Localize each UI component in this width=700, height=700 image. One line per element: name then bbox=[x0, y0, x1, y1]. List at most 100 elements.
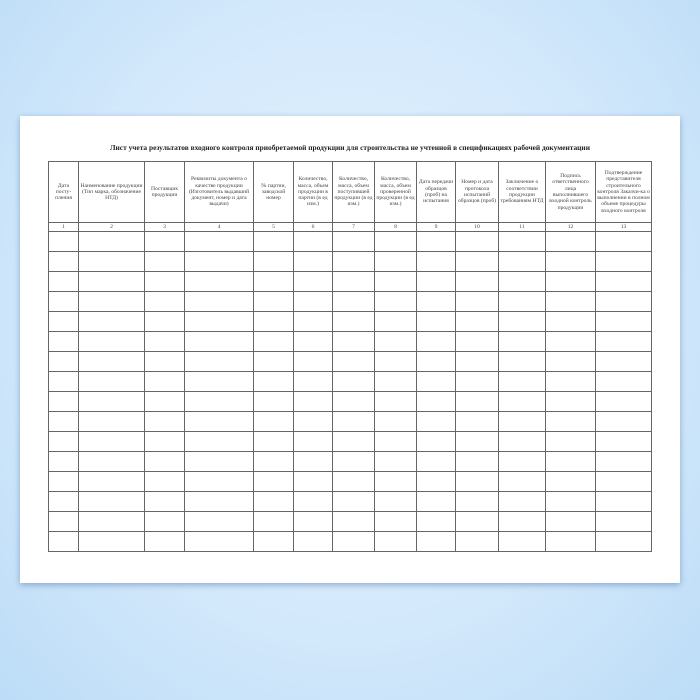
table-cell[interactable] bbox=[332, 291, 375, 312]
table-cell[interactable] bbox=[545, 431, 596, 452]
table-cell[interactable] bbox=[498, 451, 546, 472]
table-cell[interactable] bbox=[455, 291, 499, 312]
table-cell[interactable] bbox=[48, 411, 79, 432]
table-cell[interactable] bbox=[498, 431, 546, 452]
table-cell[interactable] bbox=[48, 531, 79, 552]
table-cell[interactable] bbox=[253, 311, 294, 332]
table-cell[interactable] bbox=[498, 511, 546, 532]
table-cell[interactable] bbox=[293, 291, 333, 312]
table-cell[interactable] bbox=[332, 451, 375, 472]
table-cell[interactable] bbox=[332, 331, 375, 352]
table-cell[interactable] bbox=[184, 351, 254, 372]
table-cell[interactable] bbox=[293, 271, 333, 292]
table-cell[interactable] bbox=[455, 371, 499, 392]
table-cell[interactable] bbox=[498, 351, 546, 372]
table-cell[interactable] bbox=[144, 331, 185, 352]
table-cell[interactable] bbox=[144, 431, 185, 452]
table-cell[interactable] bbox=[78, 391, 145, 412]
table-cell[interactable] bbox=[416, 391, 456, 412]
table-cell[interactable] bbox=[416, 471, 456, 492]
table-cell[interactable] bbox=[498, 411, 546, 432]
table-cell[interactable] bbox=[455, 531, 499, 552]
table-cell[interactable] bbox=[48, 271, 79, 292]
table-cell[interactable] bbox=[332, 351, 375, 372]
table-cell[interactable] bbox=[332, 231, 375, 252]
table-cell[interactable] bbox=[332, 371, 375, 392]
table-cell[interactable] bbox=[595, 391, 652, 412]
table-cell[interactable] bbox=[78, 471, 145, 492]
table-cell[interactable] bbox=[545, 411, 596, 432]
table-cell[interactable] bbox=[498, 491, 546, 512]
table-cell[interactable] bbox=[595, 231, 652, 252]
table-cell[interactable] bbox=[48, 431, 79, 452]
table-cell[interactable] bbox=[416, 371, 456, 392]
table-cell[interactable] bbox=[144, 491, 185, 512]
table-cell[interactable] bbox=[498, 331, 546, 352]
table-cell[interactable] bbox=[545, 231, 596, 252]
table-cell[interactable] bbox=[545, 471, 596, 492]
table-cell[interactable] bbox=[293, 511, 333, 532]
table-cell[interactable] bbox=[144, 371, 185, 392]
table-cell[interactable] bbox=[595, 291, 652, 312]
table-cell[interactable] bbox=[332, 311, 375, 332]
table-cell[interactable] bbox=[78, 371, 145, 392]
table-cell[interactable] bbox=[416, 271, 456, 292]
table-cell[interactable] bbox=[374, 331, 417, 352]
table-cell[interactable] bbox=[374, 411, 417, 432]
table-cell[interactable] bbox=[595, 431, 652, 452]
table-cell[interactable] bbox=[78, 271, 145, 292]
table-cell[interactable] bbox=[293, 311, 333, 332]
table-cell[interactable] bbox=[545, 371, 596, 392]
table-cell[interactable] bbox=[78, 531, 145, 552]
table-cell[interactable] bbox=[595, 531, 652, 552]
table-cell[interactable] bbox=[184, 291, 254, 312]
table-cell[interactable] bbox=[48, 451, 79, 472]
table-cell[interactable] bbox=[545, 291, 596, 312]
table-cell[interactable] bbox=[374, 431, 417, 452]
table-cell[interactable] bbox=[78, 291, 145, 312]
table-cell[interactable] bbox=[253, 531, 294, 552]
table-cell[interactable] bbox=[545, 271, 596, 292]
table-cell[interactable] bbox=[595, 451, 652, 472]
table-cell[interactable] bbox=[293, 411, 333, 432]
table-cell[interactable] bbox=[374, 311, 417, 332]
table-cell[interactable] bbox=[416, 451, 456, 472]
table-cell[interactable] bbox=[48, 351, 79, 372]
table-cell[interactable] bbox=[144, 411, 185, 432]
table-cell[interactable] bbox=[144, 271, 185, 292]
table-cell[interactable] bbox=[253, 291, 294, 312]
table-cell[interactable] bbox=[48, 511, 79, 532]
table-cell[interactable] bbox=[144, 391, 185, 412]
table-cell[interactable] bbox=[416, 331, 456, 352]
table-cell[interactable] bbox=[293, 471, 333, 492]
table-cell[interactable] bbox=[332, 491, 375, 512]
table-cell[interactable] bbox=[498, 291, 546, 312]
table-cell[interactable] bbox=[253, 391, 294, 412]
table-cell[interactable] bbox=[144, 251, 185, 272]
table-cell[interactable] bbox=[253, 351, 294, 372]
table-cell[interactable] bbox=[374, 391, 417, 412]
table-cell[interactable] bbox=[293, 331, 333, 352]
table-cell[interactable] bbox=[545, 451, 596, 472]
table-cell[interactable] bbox=[416, 531, 456, 552]
table-cell[interactable] bbox=[416, 491, 456, 512]
table-cell[interactable] bbox=[498, 271, 546, 292]
table-cell[interactable] bbox=[48, 471, 79, 492]
table-cell[interactable] bbox=[184, 471, 254, 492]
table-cell[interactable] bbox=[293, 251, 333, 272]
table-cell[interactable] bbox=[332, 251, 375, 272]
table-cell[interactable] bbox=[416, 431, 456, 452]
table-cell[interactable] bbox=[498, 251, 546, 272]
table-cell[interactable] bbox=[455, 511, 499, 532]
table-cell[interactable] bbox=[144, 311, 185, 332]
table-cell[interactable] bbox=[416, 511, 456, 532]
table-cell[interactable] bbox=[374, 271, 417, 292]
table-cell[interactable] bbox=[253, 251, 294, 272]
table-cell[interactable] bbox=[374, 251, 417, 272]
table-cell[interactable] bbox=[595, 311, 652, 332]
table-cell[interactable] bbox=[498, 391, 546, 412]
table-cell[interactable] bbox=[455, 471, 499, 492]
table-cell[interactable] bbox=[78, 251, 145, 272]
table-cell[interactable] bbox=[184, 231, 254, 252]
table-cell[interactable] bbox=[374, 491, 417, 512]
